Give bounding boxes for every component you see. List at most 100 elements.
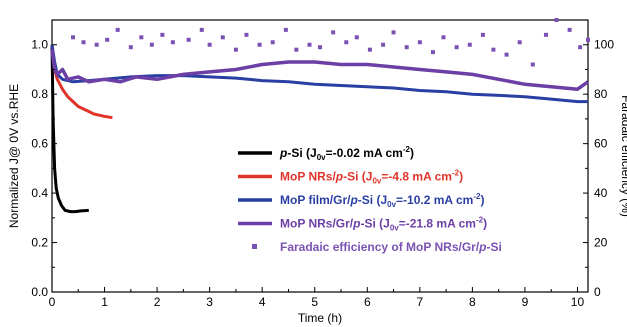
fe-point	[554, 18, 559, 22]
y2-axis-label: Faradaic efficiency (%)	[619, 95, 627, 217]
legend-text-italic: p	[349, 193, 357, 207]
legend-text-sup: -2	[403, 145, 411, 154]
legend-text-main: -Si (J	[287, 146, 316, 160]
legend-text-italic: p	[279, 146, 287, 160]
fe-point	[381, 42, 386, 47]
y-tick-label: 0.4	[31, 186, 48, 200]
legend-text-main: -Si	[487, 240, 502, 254]
legend-text-main: -Si (J	[358, 193, 387, 207]
x-tick-label: 10	[571, 295, 585, 309]
fe-point	[139, 35, 144, 40]
fe-point	[257, 42, 262, 47]
legend-text-end: )	[459, 170, 463, 184]
x-tick-label: 4	[259, 295, 266, 309]
fe-point	[404, 45, 409, 50]
legend-item-mop-nrs-p-si: MoP NRs/p-Si (J0v=-4.8 mA cm-2)	[238, 169, 463, 186]
legend-text-mid: =-4.8 mA cm	[381, 170, 452, 184]
legend-text-sup: -2	[452, 169, 460, 178]
fe-point	[567, 27, 572, 32]
x-tick-label: 2	[154, 295, 161, 309]
series-line-mop-nrs-gr-p-si	[50, 49, 590, 91]
legend-text-italic: p	[352, 217, 360, 231]
y-tick-label: 0.6	[31, 137, 48, 151]
legend-marker	[252, 244, 257, 249]
legend-text-sub: 0v	[390, 224, 399, 233]
fe-point	[517, 40, 522, 45]
fe-point	[186, 37, 191, 42]
fe-point	[331, 30, 336, 35]
fe-point	[94, 42, 99, 47]
plot-area	[51, 19, 589, 293]
fe-point	[244, 32, 249, 37]
fe-point	[318, 45, 322, 50]
fe-point	[149, 42, 154, 47]
fe-point	[270, 40, 275, 45]
x-tick-label: 0	[49, 295, 56, 309]
fe-point	[115, 27, 120, 32]
fe-point	[81, 40, 86, 45]
legend-label: MoP NRs/p-Si (J0v=-4.8 mA cm-2)	[280, 169, 463, 186]
legend-text-prefix: MoP NRs/Gr/	[280, 217, 354, 231]
y-tick-label: 0.8	[31, 87, 48, 101]
x-tick-label: 1	[101, 295, 108, 309]
legend-label: MoP NRs/Gr/p-Si (J0v=-21.8 mA cm-2)	[280, 216, 487, 233]
fe-point	[586, 37, 590, 42]
x-tick-label: 3	[206, 295, 213, 309]
fe-point	[233, 47, 238, 52]
fe-point	[105, 37, 110, 42]
y-tick-label: 0.0	[31, 285, 48, 299]
y-axis-right: 0 20 40 60 80 100	[583, 38, 614, 299]
legend-text-prefix: MoP film/Gr/	[280, 193, 351, 207]
fe-point	[344, 40, 349, 45]
legend-text-end: )	[480, 193, 484, 207]
fe-point	[543, 32, 548, 37]
fe-point	[480, 32, 485, 37]
legend-text-italic: p	[478, 240, 486, 254]
series-line-mop-film-gr-p-si	[50, 44, 588, 104]
fe-point	[367, 47, 372, 52]
legend-text-italic: p	[335, 170, 343, 184]
y2-tick-label: 40	[594, 186, 608, 200]
fe-point	[417, 40, 422, 45]
legend-text-main: -Si (J	[343, 170, 372, 184]
legend-text-sup: -2	[476, 216, 484, 225]
legend-text-sup: -2	[473, 192, 481, 201]
y-axis-left: 0.0 0.2 0.4 0.6 0.8 1.0	[31, 19, 57, 299]
fe-point	[71, 35, 76, 40]
legend-text-main: -Si (J	[360, 217, 389, 231]
fe-point	[220, 35, 225, 40]
plot-frame	[51, 19, 589, 293]
series-line-mop-nrs-p-si	[50, 44, 113, 120]
fe-point	[441, 35, 446, 40]
legend-text-sub: 0v	[372, 177, 381, 186]
fe-point	[391, 30, 396, 35]
legend-item-faradaic-efficiency: Faradaic efficiency of MoP NRs/Gr/p-Si	[252, 240, 502, 254]
legend-text-mid: =-10.2 mA cm	[396, 193, 473, 207]
legend-text-end: )	[410, 146, 414, 160]
legend-item-mop-nrs-gr-p-si: MoP NRs/Gr/p-Si (J0v=-21.8 mA cm-2)	[238, 216, 487, 233]
legend-text-mid: =-0.02 mA cm	[326, 146, 403, 160]
x-tick-label: 8	[469, 295, 476, 309]
x-tick-label: 7	[416, 295, 423, 309]
series-faradaic-efficiency	[71, 18, 590, 67]
fe-point	[467, 42, 472, 47]
legend: p-Si (J0v=-0.02 mA cm-2)MoP NRs/p-Si (J0…	[238, 145, 502, 254]
fe-point	[283, 27, 288, 32]
fe-point	[491, 47, 496, 52]
x-axis: 0 1 2 3 4 5 6 7 8 9 10	[49, 287, 585, 309]
fe-point	[199, 27, 204, 32]
x-tick-label: 6	[364, 295, 371, 309]
legend-label: MoP film/Gr/p-Si (J0v=-10.2 mA cm-2)	[280, 192, 484, 209]
legend-text-mid: =-21.8 mA cm	[399, 217, 476, 231]
y-tick-label: 1.0	[31, 38, 48, 52]
legend-text-end: )	[483, 217, 487, 231]
legend-label: p-Si (J0v=-0.02 mA cm-2)	[279, 145, 414, 162]
legend-text-sub: 0v	[317, 153, 326, 162]
y2-tick-label: 0	[594, 285, 601, 299]
x-tick-label: 9	[522, 295, 529, 309]
series-line-p-si	[50, 44, 89, 214]
legend-item-mop-film-gr-p-si: MoP film/Gr/p-Si (J0v=-10.2 mA cm-2)	[238, 192, 484, 209]
y2-tick-label: 20	[594, 236, 608, 250]
fe-point	[454, 45, 459, 50]
